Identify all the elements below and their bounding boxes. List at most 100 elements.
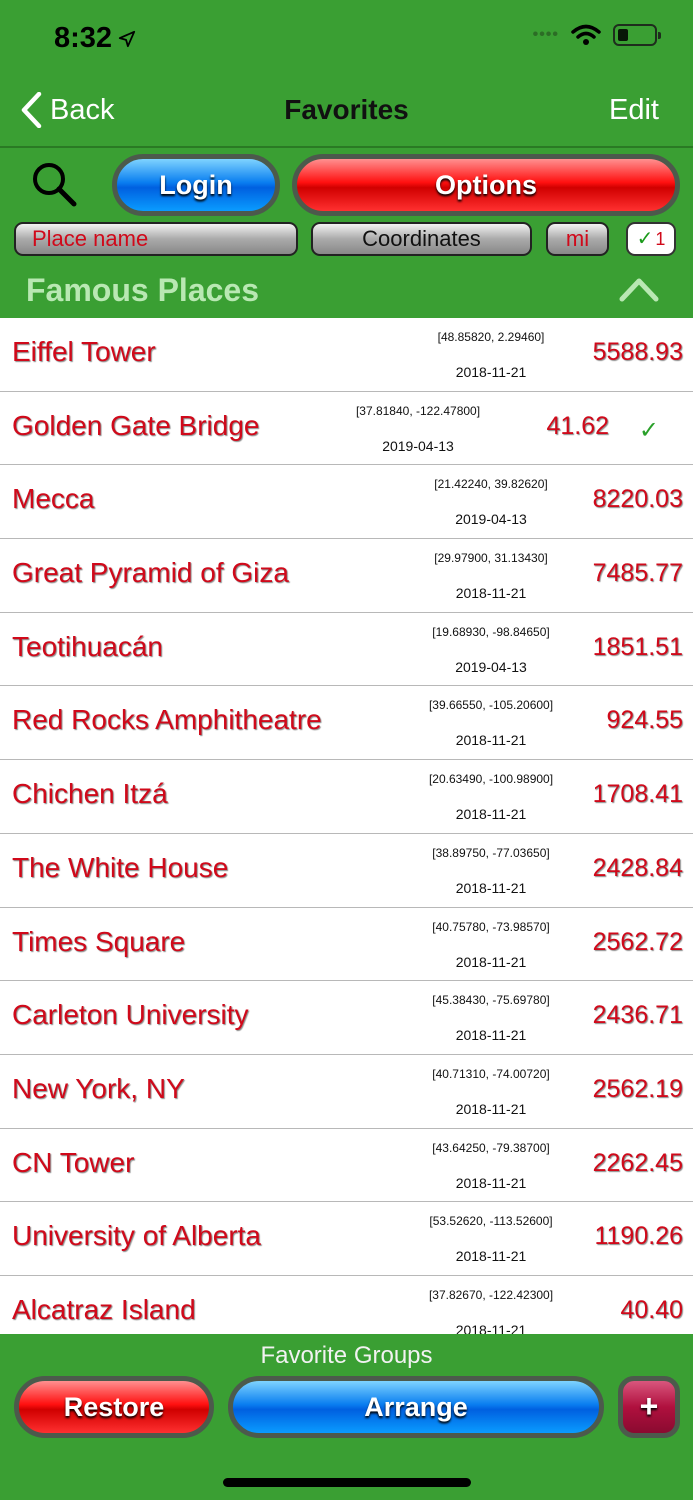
- place-date: 2018-11-21: [455, 1248, 527, 1265]
- place-name: Golden Gate Bridge: [12, 409, 260, 441]
- place-coordinates: [43.64250, -79.38700]: [432, 1140, 550, 1155]
- list-item[interactable]: Carleton University [45.38430, -75.69780]…: [0, 981, 693, 1055]
- place-distance: 2436.71: [592, 1001, 683, 1030]
- list-item[interactable]: New York, NY [40.71310, -74.00720] 2018-11…: [0, 1054, 693, 1129]
- battery-icon: [613, 24, 661, 46]
- home-indicator[interactable]: [223, 1478, 471, 1487]
- list-item[interactable]: Chichen Itzá [20.63490, -100.98900] 2018-1…: [0, 760, 693, 834]
- arrange-button[interactable]: Arrange: [228, 1376, 604, 1438]
- place-date: 2018-11-21: [455, 1027, 527, 1044]
- place-distance: 40.40: [620, 1295, 683, 1324]
- place-coordinates: [19.68930, -98.84650]: [432, 624, 550, 639]
- status-indicators: ••••: [532, 24, 661, 46]
- add-group-button[interactable]: +: [618, 1376, 680, 1438]
- options-button[interactable]: Options: [292, 154, 680, 216]
- place-coordinates: [37.82670, -122.42300]: [428, 1287, 554, 1302]
- bottom-bar: Favorite Groups Restore Arrange +: [0, 1334, 693, 1500]
- place-name: Great Pyramid of Giza: [12, 557, 289, 589]
- sort-filter-bar: Place name Coordinates mi ✓ 1: [0, 220, 693, 260]
- place-coordinates: [45.38430, -75.69780]: [432, 993, 550, 1008]
- place-date: 2018-11-21: [455, 1174, 527, 1191]
- place-name: Times Square: [12, 925, 186, 957]
- place-distance: 2428.84: [592, 853, 683, 882]
- place-date: 2018-11-21: [455, 806, 527, 823]
- chevron-left-icon: [21, 92, 42, 128]
- place-distance: 7485.77: [592, 559, 683, 588]
- place-distance: 2562.19: [592, 1074, 683, 1103]
- place-coordinates: [38.89750, -77.03650]: [432, 845, 550, 860]
- edit-button[interactable]: Edit: [609, 94, 659, 126]
- place-coordinates: [20.63490, -100.98900]: [428, 772, 554, 787]
- page-title: Favorites: [284, 94, 409, 125]
- place-distance: 41.62: [546, 411, 609, 440]
- place-coordinates: [48.85820, 2.29460]: [437, 330, 545, 344]
- list-item[interactable]: Golden Gate Bridge [37.81840, -122.47800]…: [0, 391, 693, 466]
- place-coordinates: [29.97900, 31.13430]: [434, 551, 548, 566]
- place-distance: 1190.26: [594, 1222, 683, 1251]
- sort-coordinates-button[interactable]: Coordinates: [311, 222, 532, 256]
- place-coordinates: [40.75780, -73.98570]: [432, 919, 550, 934]
- place-coordinates: [37.81840, -122.47800]: [355, 403, 481, 418]
- unit-toggle-button[interactable]: mi: [546, 222, 609, 256]
- place-distance: 2562.72: [592, 927, 683, 956]
- list-item[interactable]: Great Pyramid of Giza [29.97900, 31.13430…: [0, 539, 693, 613]
- place-name: New York, NY: [12, 1072, 185, 1104]
- place-date: 2018-11-21: [455, 879, 527, 896]
- place-date: 2018-11-21: [455, 953, 527, 970]
- place-name: Eiffel Tower: [12, 336, 156, 367]
- list-item[interactable]: Alcatraz Island [37.82670, -122.42300] 201…: [0, 1275, 693, 1334]
- checked-count: 1: [655, 229, 666, 249]
- status-bar: 8:32 ••••: [0, 0, 693, 76]
- place-date: 2018-11-21: [455, 585, 527, 602]
- place-name: Chichen Itzá: [12, 778, 168, 810]
- place-name: The White House: [12, 851, 229, 883]
- checkmark-icon: ✓: [638, 416, 659, 444]
- list-item[interactable]: Times Square [40.75780, -73.98570] 2018-11…: [0, 907, 693, 982]
- place-name: CN Tower: [12, 1146, 135, 1178]
- place-coordinates: [21.42240, 39.82620]: [434, 477, 548, 492]
- back-button[interactable]: Back: [20, 92, 114, 128]
- place-distance: 2262.45: [592, 1148, 683, 1177]
- section-title: Famous Places: [26, 272, 259, 308]
- list-item[interactable]: University of Alberta [53.52620, -113.526…: [0, 1202, 693, 1276]
- list-item[interactable]: Eiffel Tower [48.85820, 2.29460] 2018-11-2…: [0, 318, 693, 392]
- status-time: 8:32: [54, 22, 113, 54]
- location-arrow-icon: [118, 30, 136, 47]
- list-item[interactable]: Mecca [21.42240, 39.82620] 2019-04-13 8220.…: [0, 465, 693, 540]
- place-date: 2018-11-21: [455, 1100, 527, 1117]
- checked-filter-button[interactable]: ✓ 1: [626, 222, 676, 256]
- place-name: Teotihuacán: [12, 630, 164, 662]
- search-icon[interactable]: [30, 160, 78, 208]
- place-name: Red Rocks Amphitheatre: [12, 704, 322, 736]
- places-list[interactable]: Eiffel Tower [48.85820, 2.29460] 2018-11-2…: [0, 318, 693, 1334]
- chevron-up-icon[interactable]: [619, 274, 659, 304]
- place-date: 2018-11-21: [455, 732, 527, 749]
- navigation-bar: Back Favorites Edit: [0, 76, 693, 146]
- status-time-wrap: 8:32: [54, 22, 136, 55]
- sort-place-name-button[interactable]: Place name: [14, 222, 298, 256]
- restore-button[interactable]: Restore: [14, 1376, 214, 1438]
- checkmark-icon: ✓: [636, 228, 654, 250]
- wifi-icon: [571, 24, 601, 45]
- toolbar: Login Options: [0, 148, 693, 220]
- place-date: 2019-04-13: [382, 437, 454, 454]
- favorite-groups-label: Favorite Groups: [260, 1342, 433, 1369]
- list-item[interactable]: CN Tower [43.64250, -79.38700] 2018-11-21 2…: [0, 1128, 693, 1203]
- place-name: Alcatraz Island: [12, 1293, 196, 1325]
- place-coordinates: [39.66550, -105.20600]: [428, 698, 554, 713]
- back-label: Back: [50, 93, 115, 126]
- place-date: 2019-04-13: [455, 658, 527, 675]
- place-distance: 1708.41: [592, 780, 683, 809]
- place-distance: 5588.93: [592, 338, 683, 366]
- place-name: Carleton University: [12, 999, 249, 1031]
- signal-icon: ••••: [532, 26, 559, 43]
- section-header[interactable]: Famous Places: [0, 262, 693, 318]
- place-distance: 924.55: [606, 706, 683, 735]
- list-item[interactable]: Red Rocks Amphitheatre [39.66550, -105.20…: [0, 686, 693, 761]
- list-item[interactable]: The White House [38.89750, -77.03650] 2018…: [0, 833, 693, 908]
- place-date: 2018-11-21: [455, 364, 527, 380]
- list-item[interactable]: Teotihuacán [19.68930, -98.84650] 2019-04-…: [0, 612, 693, 687]
- place-coordinates: [40.71310, -74.00720]: [432, 1066, 550, 1081]
- place-name: University of Alberta: [12, 1220, 261, 1252]
- login-button[interactable]: Login: [112, 154, 280, 216]
